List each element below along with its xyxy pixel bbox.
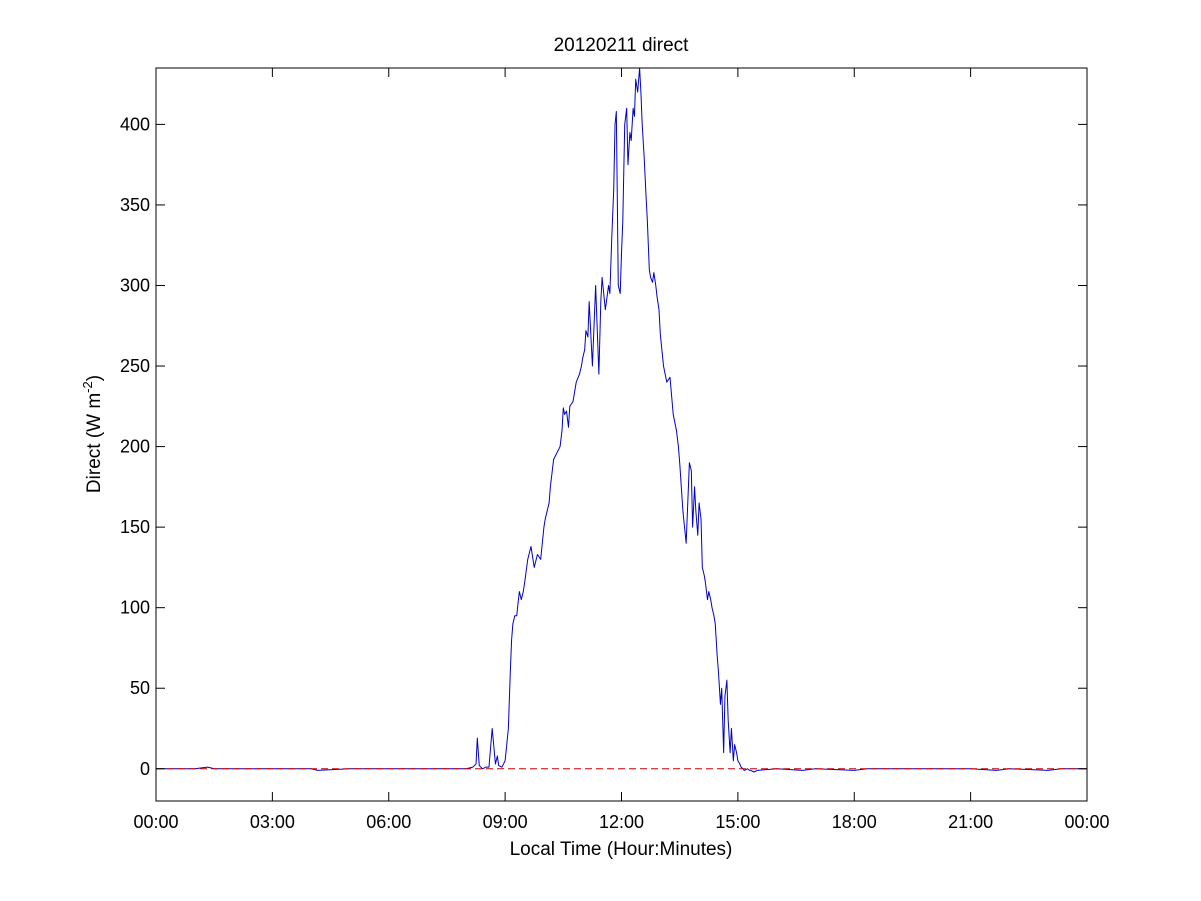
series-line bbox=[156, 67, 1087, 773]
y-tick-labels: 0 50 100 150 200 250 300 350 400 bbox=[120, 114, 150, 778]
series-layer bbox=[156, 67, 1087, 773]
chart-title: 20120211 direct bbox=[554, 35, 690, 56]
plot-frame bbox=[155, 67, 1088, 802]
y-axis-label-superscript: -2 bbox=[80, 381, 95, 393]
y-tick-label: 0 bbox=[140, 759, 150, 779]
x-tick-label: 03:00 bbox=[250, 812, 295, 832]
x-axis-label: Local Time (Hour:Minutes) bbox=[510, 839, 733, 860]
y-axis-label-close: ) bbox=[84, 375, 105, 381]
x-tick-label: 09:00 bbox=[483, 812, 528, 832]
x-tick-labels: 00:00 03:00 06:00 09:00 12:00 15:00 18:00 21:00… bbox=[133, 812, 1109, 832]
y-tick-label: 350 bbox=[120, 195, 150, 215]
y-axis-label: Direct (W m-2) bbox=[80, 375, 105, 493]
x-tick-label: 00:00 bbox=[1064, 812, 1109, 832]
x-tick-label: 00:00 bbox=[133, 812, 178, 832]
x-tick-label: 06:00 bbox=[366, 812, 411, 832]
y-tick-label: 150 bbox=[120, 517, 150, 537]
y-axis-label-text: Direct (W m bbox=[84, 393, 105, 493]
y-tick-label: 300 bbox=[120, 275, 150, 295]
y-tick-label: 400 bbox=[120, 114, 150, 134]
x-tick-label: 18:00 bbox=[832, 812, 877, 832]
y-tick-label: 100 bbox=[120, 598, 150, 618]
x-tick-label: 15:00 bbox=[715, 812, 760, 832]
x-tick-label: 21:00 bbox=[948, 812, 993, 832]
y-tick-label: 200 bbox=[120, 437, 150, 457]
y-tick-label: 50 bbox=[130, 678, 150, 698]
plot-area bbox=[156, 68, 1087, 801]
x-tick-label: 12:00 bbox=[599, 812, 644, 832]
y-tick-label: 250 bbox=[120, 356, 150, 376]
